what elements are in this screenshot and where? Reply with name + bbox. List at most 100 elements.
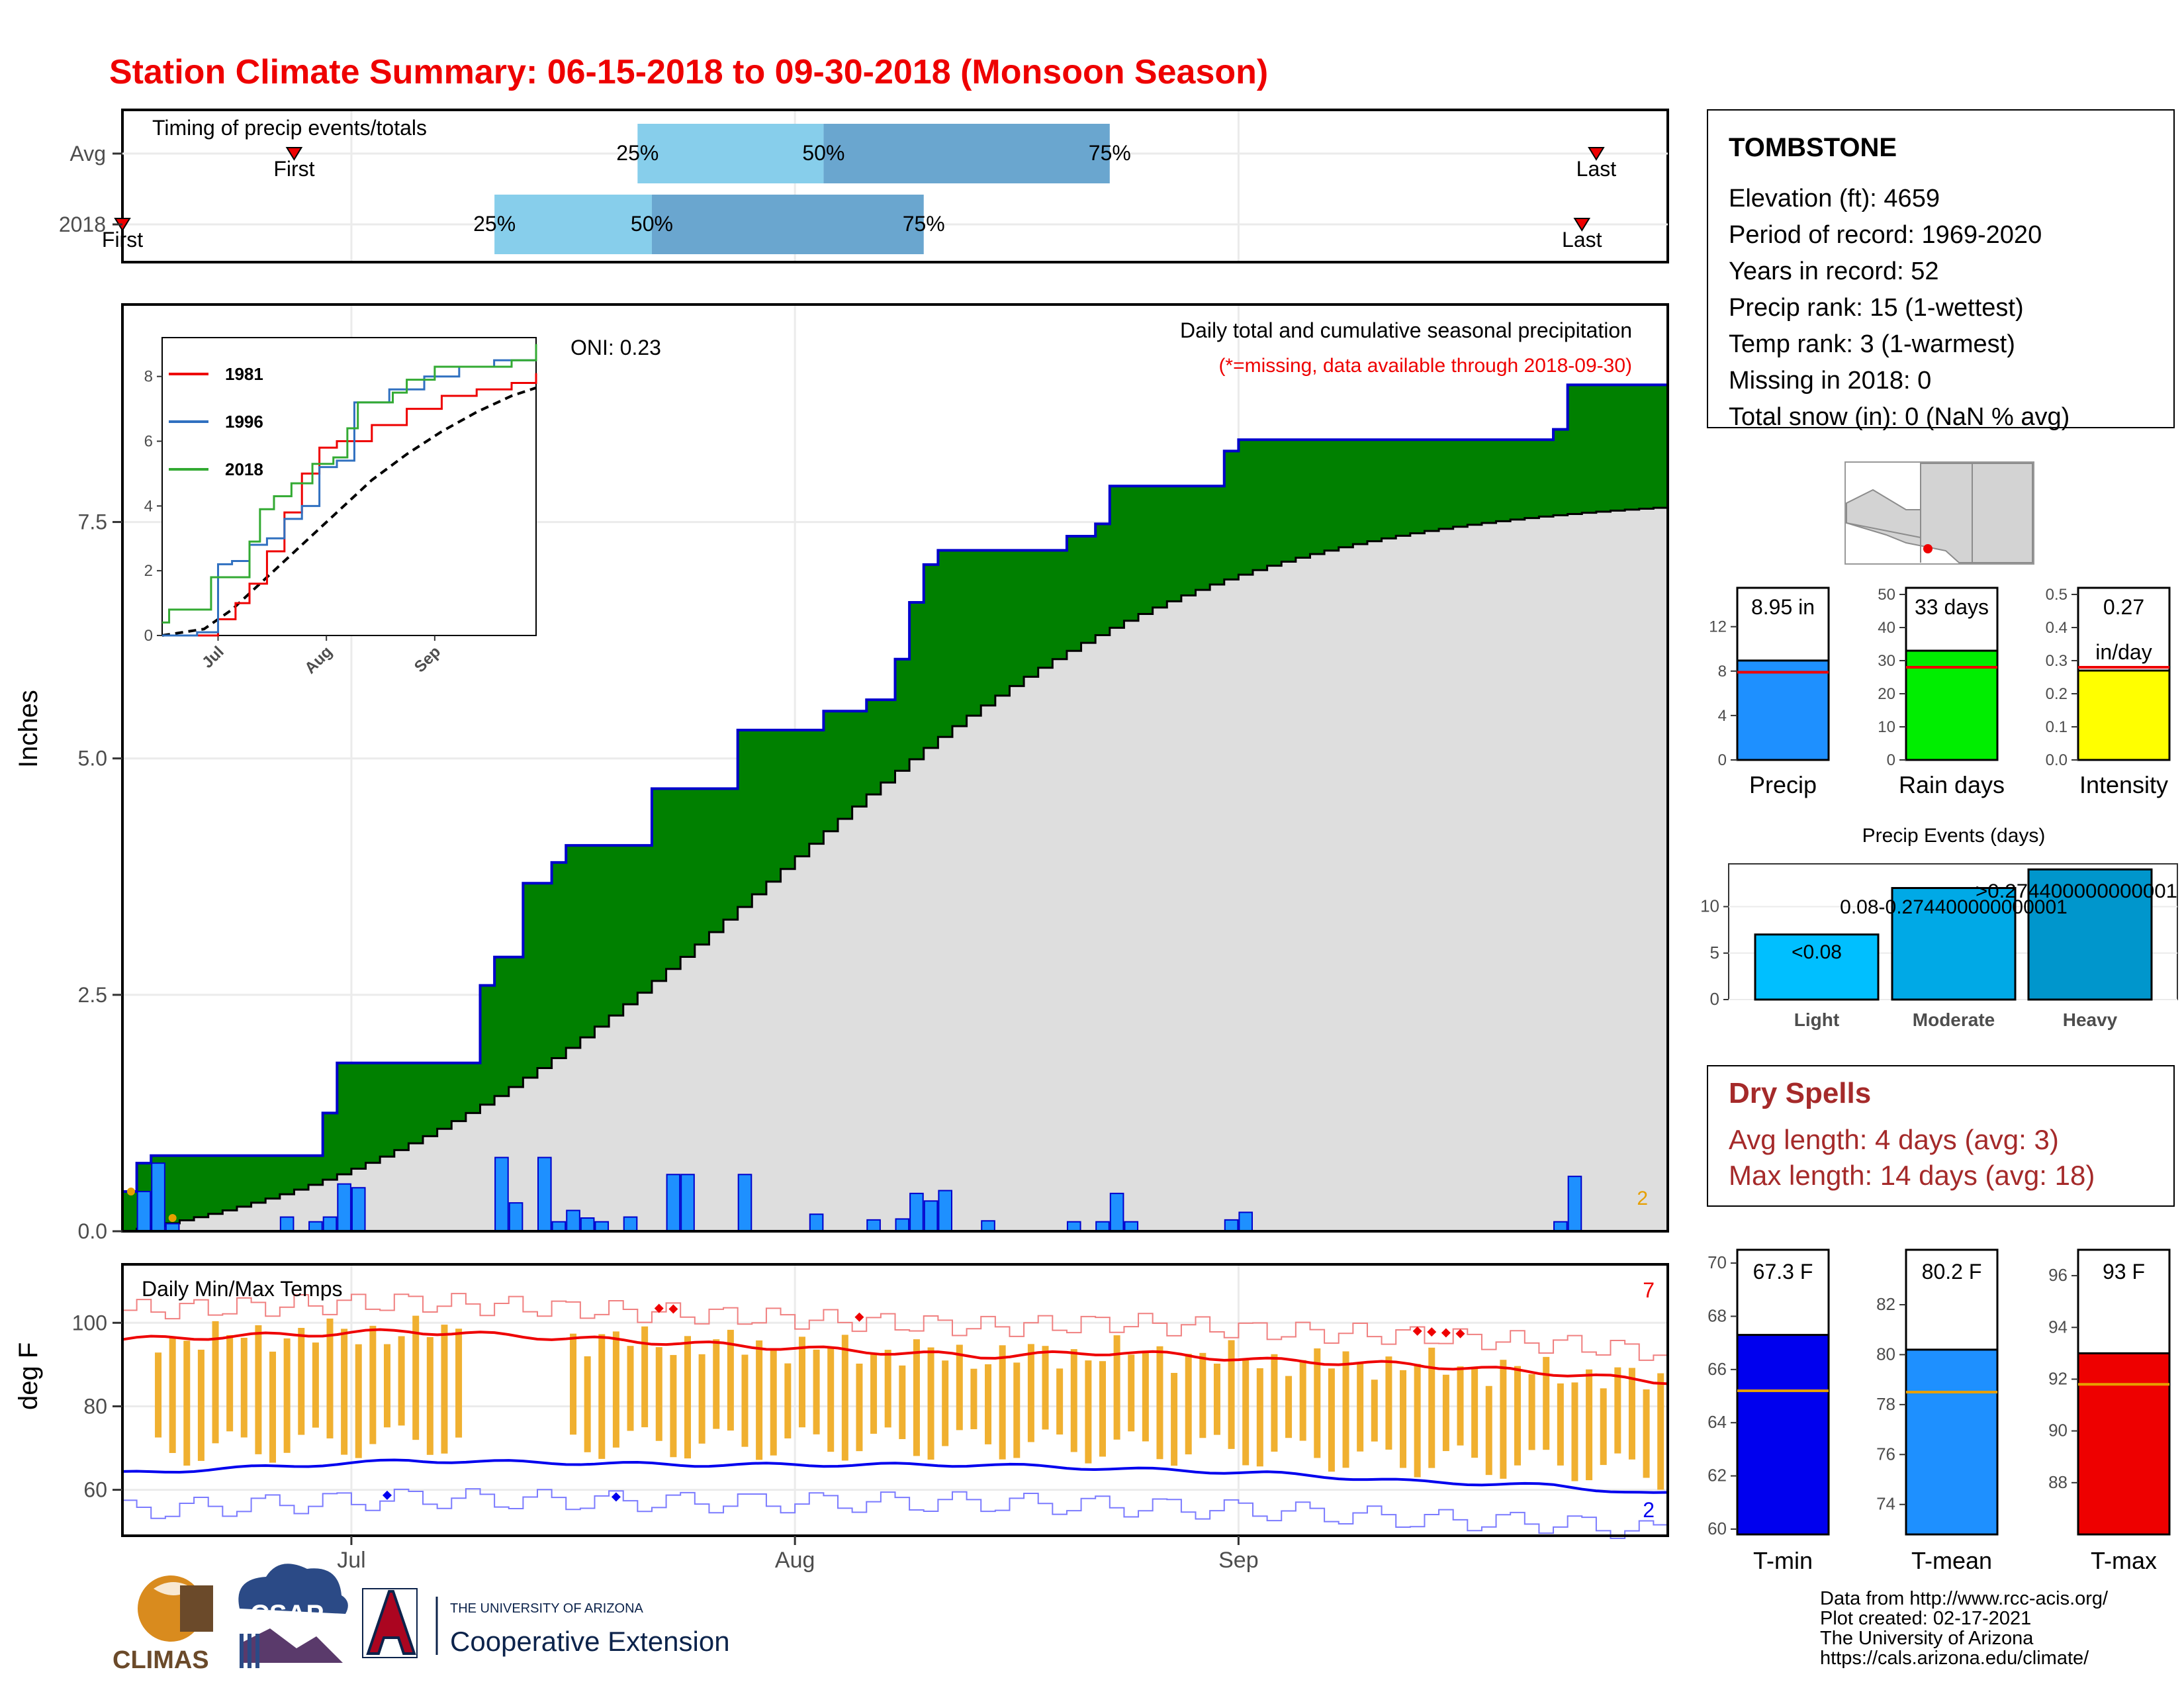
station-detail-line: Period of record: 1969-2020 — [1729, 221, 2042, 249]
daily-temp-range-bar — [1428, 1347, 1435, 1468]
precip-area-layers — [122, 383, 1668, 1233]
daily-temp-range-bar — [1027, 1344, 1034, 1442]
events-y-tick-label: 5 — [1710, 943, 1719, 962]
timing-q50-q75-bar — [823, 124, 1110, 183]
summary-bar-tick-label: 0 — [1887, 751, 1895, 769]
daily-temp-range-bar — [169, 1336, 176, 1453]
record-high-count: 7 — [1643, 1278, 1655, 1302]
daily-precip-bar — [537, 1156, 552, 1232]
average-tmax-line — [122, 1328, 1668, 1385]
record-low-marker-icon — [382, 1490, 392, 1500]
precip-y-tick-label: 5.0 — [78, 747, 107, 771]
daily-temp-range-bar — [1586, 1369, 1593, 1481]
missing-marker-icon — [168, 1214, 177, 1222]
precip-events-chart: Precip Events (days) 0 5 10 Light Moderate He… — [1700, 825, 2178, 1030]
temp-bar-value-label: 80.2 F — [1922, 1260, 1982, 1284]
state-shapes — [1846, 463, 2033, 563]
summary-bar-tick-label: 0.2 — [2046, 685, 2068, 703]
daily-temp-range-bar — [1500, 1360, 1507, 1479]
dry-spells-box: Dry Spells Avg length: 4 days (avg: 3) M… — [1707, 1065, 2175, 1207]
temp-bar-tick-label: 80 — [1876, 1344, 1895, 1364]
daily-temp-range-bar — [956, 1344, 963, 1430]
last-event-label: Last — [1562, 228, 1602, 252]
daily-temp-range-bar — [641, 1326, 649, 1428]
summary-bar-category-label: Rain days — [1899, 771, 2005, 798]
timing-q25-label: 25% — [473, 212, 516, 236]
average-cumulative-area — [122, 508, 1668, 1232]
daily-temp-range-bar — [312, 1342, 319, 1428]
station-location-dot — [1923, 544, 1933, 553]
daily-precip-bar — [1066, 1221, 1081, 1232]
daily-temp-range-bar — [655, 1347, 662, 1441]
daily-temp-range-bar — [942, 1360, 949, 1446]
timing-q25-q50-bar — [494, 195, 652, 254]
credit-plot-created: Plot created: 02-17-2021 — [1820, 1608, 2031, 1629]
daily-temp-range-bar — [727, 1329, 734, 1431]
temp-y-tick-label: 60 — [83, 1478, 107, 1502]
station-detail-line: Missing in 2018: 0 — [1729, 367, 1931, 395]
daily-temp-range-bar — [1156, 1346, 1163, 1460]
precip-y-axis: 0.0 2.5 5.0 7.5 — [78, 510, 122, 1243]
timing-q50-label: 50% — [631, 212, 673, 236]
page-title: Station Climate Summary: 06-15-2018 to 0… — [109, 53, 1268, 91]
daily-temp-range-bar — [985, 1364, 992, 1444]
daily-precip-bar — [594, 1221, 610, 1232]
daily-precip-bar — [322, 1216, 338, 1232]
summary-bar-charts: 8.95 in 0 4 8 12 Precip 33 days 0 10 20 30 40 50 Rain… — [1709, 586, 2171, 798]
temp-bar-category-label: T-mean — [1911, 1547, 1992, 1574]
temp-bar-tick-label: 94 — [2048, 1317, 2068, 1336]
daily-temp-range-bar — [1256, 1368, 1263, 1467]
daily-temp-range-bar — [1614, 1367, 1621, 1454]
locator-map — [1844, 461, 2034, 565]
events-bar-Light — [1754, 933, 1880, 1001]
daily-temp-range-bar — [570, 1333, 577, 1435]
daily-temp-range-bar — [1400, 1370, 1407, 1468]
daily-temp-range-bar — [455, 1329, 463, 1438]
daily-precip-bar — [337, 1183, 351, 1232]
daily-precip-bar — [923, 1200, 938, 1233]
summary-bar-value-label: 33 days — [1915, 595, 1989, 619]
timing-row-label: Avg — [69, 142, 106, 165]
events-category-label: Light — [1794, 1009, 1839, 1030]
daily-temp-range-bar — [1085, 1360, 1092, 1464]
daily-temp-range-bar — [1543, 1356, 1550, 1450]
daily-precip-bar — [809, 1213, 824, 1233]
temp-bar-T-max — [2077, 1352, 2171, 1536]
station-name: TOMBSTONE — [1729, 133, 1897, 162]
daily-temp-range-bar — [226, 1335, 234, 1432]
summary-bar-category-label: Precip — [1749, 771, 1817, 798]
events-bar-label: <0.08 — [1792, 941, 1842, 963]
daily-temp-range-bar — [283, 1338, 291, 1453]
daily-temp-range-bar — [1314, 1348, 1321, 1458]
daily-temp-range-bar — [1643, 1389, 1650, 1478]
events-category-label: Moderate — [1913, 1009, 1995, 1030]
precip-subtitle: Daily total and cumulative seasonal prec… — [1180, 318, 1632, 342]
daily-precip-bar — [1553, 1221, 1568, 1232]
station-detail-line: Years in record: 52 — [1729, 258, 1939, 285]
dry-spells-title: Dry Spells — [1729, 1077, 1871, 1109]
station-detail-line: Precip rank: 15 (1-wettest) — [1729, 294, 2024, 322]
climas-logo-text: CLIMAS — [113, 1646, 209, 1674]
dry-spells-max: Max length: 14 days (avg: 18) — [1729, 1160, 2095, 1191]
daily-precip-bar — [580, 1217, 595, 1232]
daily-temp-range-bar — [684, 1336, 692, 1459]
month-tick-label: Jul — [337, 1548, 365, 1573]
daily-temp-range-bar — [1070, 1349, 1077, 1452]
temp-bar-tick-label: 64 — [1707, 1412, 1727, 1432]
daily-temp-range-bar — [355, 1344, 362, 1458]
daily-precip-bar — [1567, 1176, 1582, 1232]
daily-temp-range-bar — [1571, 1382, 1578, 1481]
record-high-marker-icon — [668, 1304, 678, 1314]
daily-temp-range-bar — [756, 1340, 763, 1460]
daily-temp-range-bar — [1385, 1356, 1392, 1450]
month-axis: Jul Aug Sep — [337, 1536, 1259, 1573]
summary-bar-value-unit: in/day — [2095, 640, 2152, 664]
daily-temp-range-bar — [870, 1354, 878, 1434]
summary-bar-tick-label: 8 — [1718, 663, 1727, 680]
summary-bar-tick-label: 40 — [1878, 619, 1895, 637]
summary-bar-tick-label: 4 — [1718, 707, 1727, 725]
csap-mountain-icon — [244, 1628, 343, 1663]
csap-logo: CSAP — [238, 1564, 348, 1668]
daily-temp-range-bar — [298, 1327, 305, 1435]
